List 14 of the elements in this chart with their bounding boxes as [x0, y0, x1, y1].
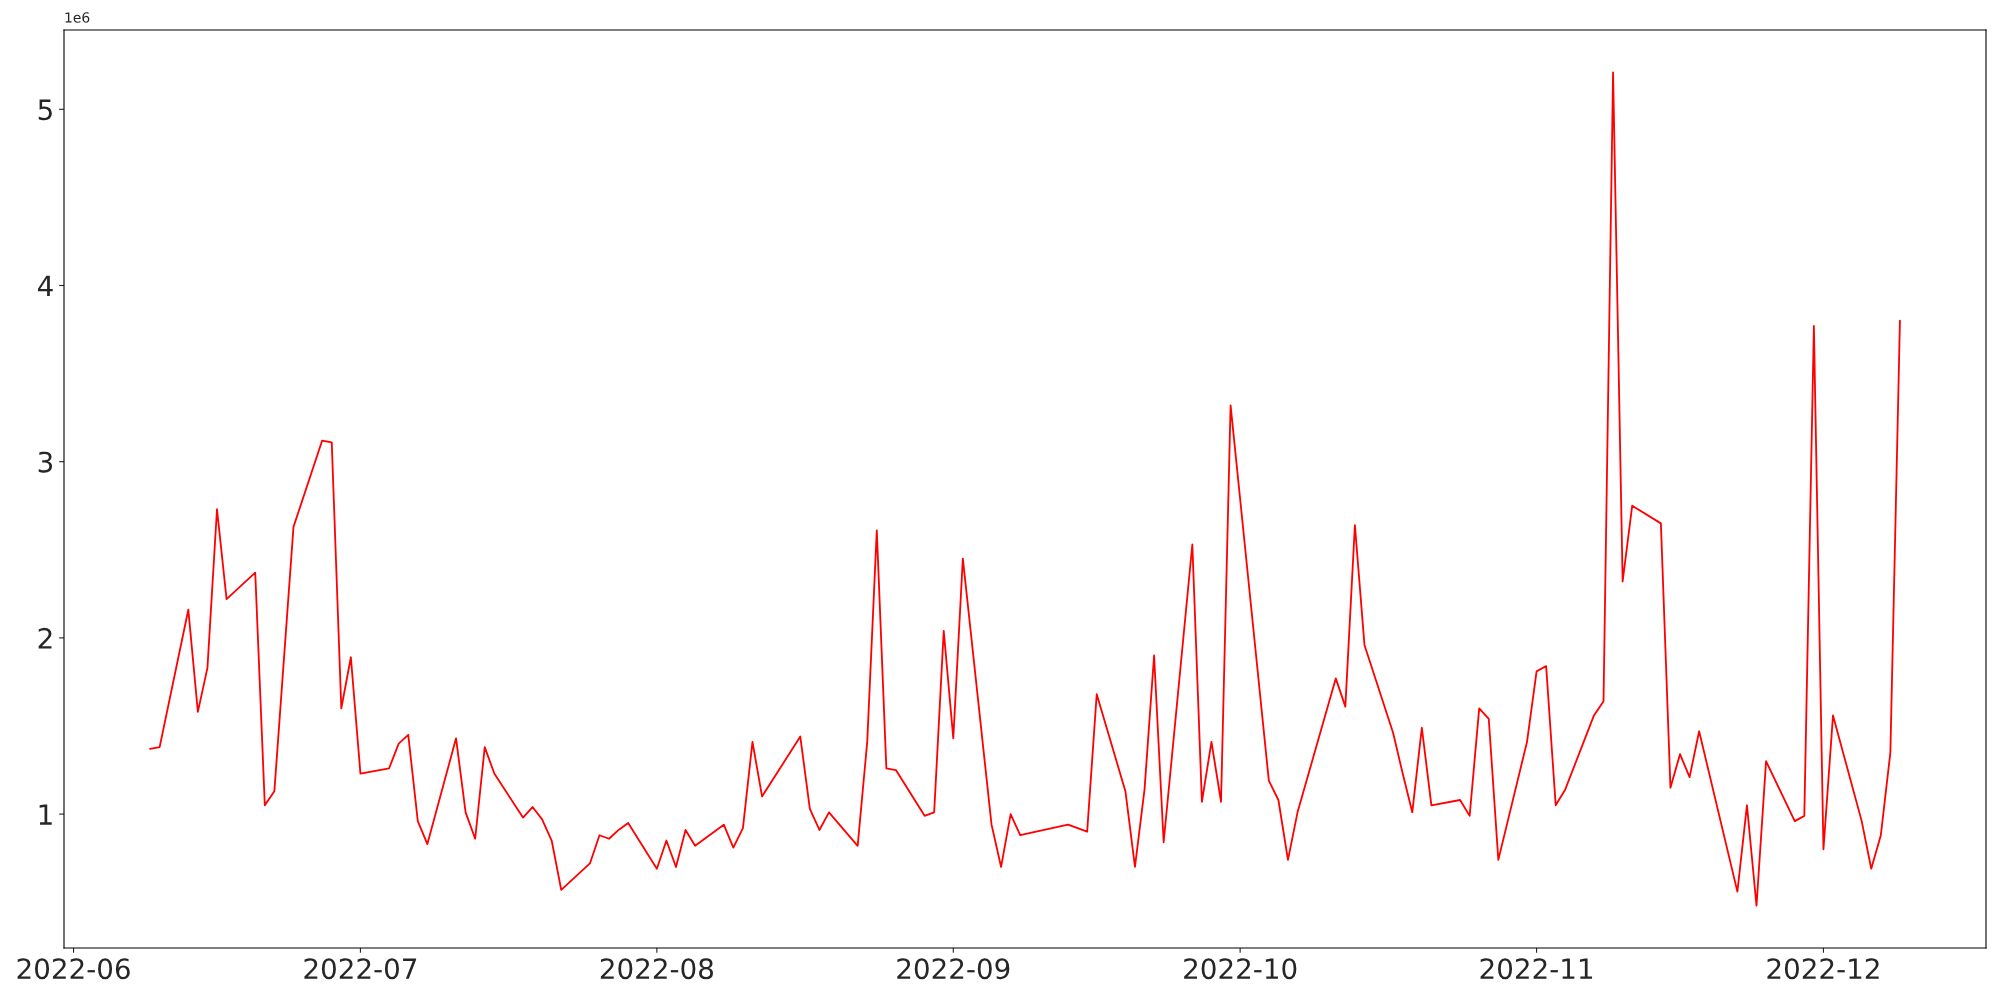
- x-tick-label: 2022-11: [1480, 958, 1593, 980]
- x-tick-label: 2022-07: [304, 958, 417, 980]
- y-tick-label: 5: [38, 99, 52, 121]
- text: 1e6: [65, 12, 90, 23]
- y-tick-label: 4: [37, 275, 53, 297]
- x-tick-label: 2022-12: [1767, 958, 1879, 980]
- line-series: [149, 71, 1901, 907]
- y-tick-label: 2: [38, 627, 52, 649]
- x-tick-label: 2022-09: [897, 958, 1010, 980]
- x-tick-label: 2022-10: [1184, 958, 1297, 980]
- y-tick-label: 1: [39, 804, 52, 825]
- x-tick-label: 2022-08: [600, 958, 713, 980]
- x-tick-label: 2022-06: [17, 958, 130, 980]
- y-tick-label: 3: [38, 451, 53, 473]
